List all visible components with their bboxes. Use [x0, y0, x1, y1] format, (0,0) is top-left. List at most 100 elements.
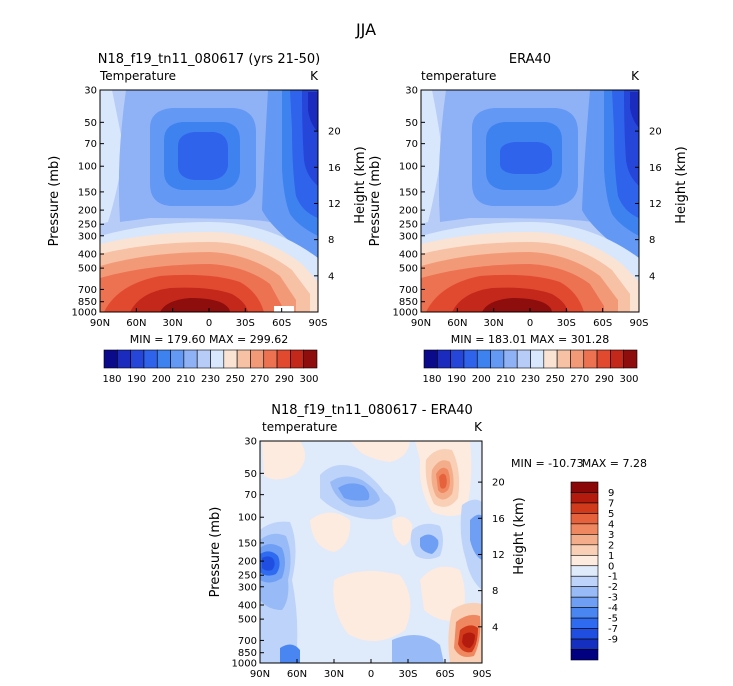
colorbar-label: 210: [496, 374, 515, 385]
colorbar-label: 1: [608, 551, 614, 562]
colorbar-label: -2: [608, 582, 618, 593]
lat-tick-label: 90S: [308, 318, 327, 329]
colorbar-swatch: [570, 586, 599, 598]
pressure-tick-label: 700: [238, 636, 257, 647]
lat-tick-label: 60N: [126, 318, 146, 329]
colorbar-label: 210: [176, 374, 195, 385]
panel-diff-ylabel-right: Height (km): [512, 497, 527, 574]
panel-era40-title: ERA40: [509, 52, 551, 67]
lat-tick-label: 30S: [557, 318, 576, 329]
contour-band: [421, 90, 442, 224]
contour-band: [333, 571, 411, 642]
colorbar-swatch: [570, 649, 599, 661]
pressure-tick-label: 1000: [232, 659, 257, 670]
colorbar-swatch: [570, 513, 599, 525]
lat-tick-label: 60N: [287, 669, 307, 680]
colorbar-swatch: [117, 349, 131, 369]
figure-title: JJA: [355, 20, 376, 39]
pressure-tick-label: 500: [78, 264, 97, 275]
colorbar-label: 180: [102, 374, 121, 385]
contour-band: [178, 132, 228, 180]
height-tick-label: 4: [328, 271, 334, 282]
pressure-tick-label: 30: [405, 86, 418, 97]
lat-tick-label: 30S: [398, 669, 417, 680]
height-tick-label: 20: [328, 127, 341, 138]
colorbar-swatch: [570, 565, 599, 577]
height-tick-label: 20: [649, 127, 662, 138]
pressure-tick-label: 700: [399, 285, 418, 296]
colorbar-swatch: [570, 492, 599, 504]
contour-band: [420, 566, 465, 621]
pressure-tick-label: 700: [78, 285, 97, 296]
panel-model-stats: MIN = 179.60 MAX = 299.62: [130, 333, 288, 346]
panel-era40-lat-axis: 90N 60N 30N 0 30S 60S 90S: [411, 308, 649, 329]
panel-era40-height-axis: 20 16 12 8 4: [635, 127, 662, 282]
panel-model-units: K: [310, 69, 319, 83]
colorbar-label: 290: [595, 374, 614, 385]
pressure-tick-label: 250: [399, 220, 418, 231]
height-tick-label: 20: [492, 478, 505, 489]
colorbar-swatch: [596, 349, 611, 369]
panel-model-variable: Temperature: [99, 69, 176, 83]
colorbar-swatch: [583, 349, 598, 369]
lat-tick-label: 90N: [411, 318, 431, 329]
contour-band: [262, 556, 275, 571]
contour-band: [500, 142, 552, 174]
colorbar-swatch: [570, 534, 599, 546]
panel-diff-height-axis: 20 16 12 8 4: [478, 478, 505, 633]
pressure-tick-label: 850: [399, 297, 418, 308]
contour-band: [338, 483, 370, 501]
pressure-tick-label: 100: [399, 162, 418, 173]
colorbar-swatch: [183, 349, 198, 369]
panel-diff-lat-axis: 90N 60N 30N 0 30S 60S 90S: [250, 659, 492, 680]
contour-band: [392, 635, 444, 663]
colorbar-swatch: [570, 502, 599, 514]
colorbar-swatch: [490, 349, 505, 369]
pressure-tick-label: 300: [399, 231, 418, 242]
height-tick-label: 4: [492, 622, 498, 633]
colorbar-swatch: [570, 349, 585, 369]
lat-tick-label: 90N: [250, 669, 270, 680]
panel-diff-stats-min: MIN = -10.73: [511, 457, 584, 470]
colorbar-label: 290: [275, 374, 294, 385]
colorbar-swatch: [623, 349, 638, 369]
pressure-tick-label: 30: [84, 86, 97, 97]
colorbar-swatch: [570, 575, 599, 588]
pressure-tick-label: 500: [399, 264, 418, 275]
colorbar-swatch: [210, 349, 225, 369]
pressure-tick-label: 850: [238, 648, 257, 659]
colorbar-swatch: [130, 349, 145, 369]
panel-era40-contours: [421, 90, 639, 312]
panel-era40-variable: temperature: [421, 69, 496, 83]
contour-band: [470, 514, 482, 560]
pressure-tick-label: 150: [399, 187, 418, 198]
colorbar-swatch: [236, 349, 251, 369]
colorbar-label: 5: [608, 509, 614, 520]
height-tick-label: 16: [328, 163, 341, 174]
pressure-tick-label: 500: [238, 615, 257, 626]
colorbar-label: 200: [152, 374, 171, 385]
colorbar-label: 230: [201, 374, 220, 385]
pressure-tick-label: 70: [244, 490, 257, 501]
lat-tick-label: 30N: [324, 669, 344, 680]
colorbar-swatch: [530, 349, 545, 369]
contour-band: [439, 473, 447, 489]
pressure-tick-label: 70: [84, 139, 97, 150]
colorbar-label: 270: [570, 374, 589, 385]
pressure-tick-label: 850: [78, 297, 97, 308]
lat-tick-label: 30N: [484, 318, 504, 329]
contour-band: [262, 441, 306, 480]
pressure-tick-label: 150: [238, 538, 257, 549]
lat-tick-label: 60S: [272, 318, 291, 329]
lat-tick-label: 90S: [629, 318, 648, 329]
colorbar-swatch: [570, 628, 599, 640]
height-tick-label: 12: [328, 199, 341, 210]
colorbar-label: 250: [546, 374, 565, 385]
panel-model: N18_f19_tn11_080617 (yrs 21-50) Temperat…: [47, 52, 368, 385]
panel-model-lat-axis: 90N 60N 30N 0 30S 60S 90S: [90, 308, 328, 329]
colorbar-swatch: [156, 349, 171, 369]
contour-band: [350, 441, 410, 462]
lat-tick-label: 60N: [447, 318, 467, 329]
